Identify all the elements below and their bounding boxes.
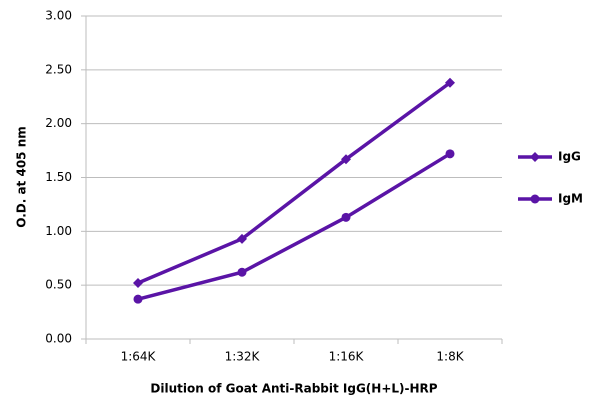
x-tick-label: 1:16K <box>329 350 365 364</box>
data-point <box>133 294 143 304</box>
data-point <box>133 278 143 289</box>
legend-label: IgG <box>558 150 581 164</box>
y-axis-title: O.D. at 405 nm <box>15 126 29 227</box>
x-axis-title: Dilution of Goat Anti-Rabbit IgG(H+L)-HR… <box>150 382 437 396</box>
y-tick-label: 0.00 <box>45 332 72 346</box>
data-point <box>237 233 247 244</box>
y-tick-label: 0.50 <box>45 278 72 292</box>
x-tick-label: 1:32K <box>225 350 261 364</box>
y-tick-label: 1.50 <box>45 170 72 184</box>
y-tick-label: 1.00 <box>45 224 72 238</box>
series-line <box>137 152 451 301</box>
data-point <box>445 149 455 159</box>
data-point <box>237 267 247 277</box>
y-tick-label: 3.00 <box>45 9 72 23</box>
legend-marker <box>530 152 540 162</box>
series-line <box>137 81 452 285</box>
y-tick-label: 2.50 <box>45 62 72 76</box>
data-point <box>341 154 351 165</box>
x-tick-label: 1:64K <box>121 350 157 364</box>
legend-marker <box>530 194 540 204</box>
x-tick-label: 1:8K <box>436 350 464 364</box>
data-point <box>445 77 455 88</box>
data-point <box>341 212 351 222</box>
legend-label: IgM <box>558 192 583 206</box>
y-tick-label: 2.00 <box>45 116 72 130</box>
